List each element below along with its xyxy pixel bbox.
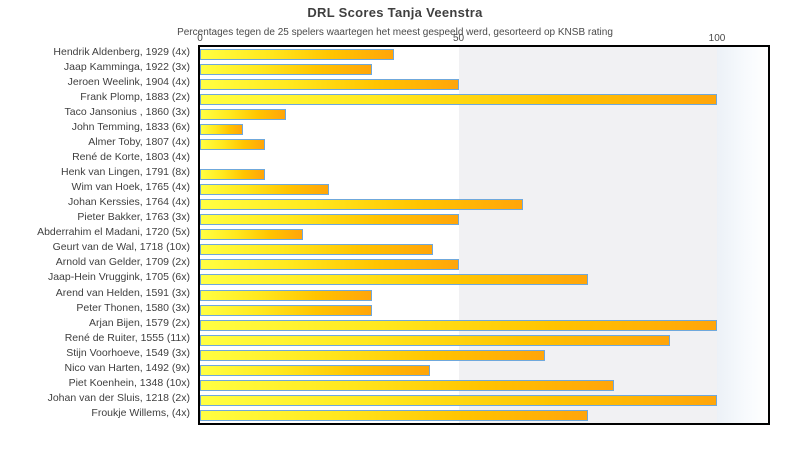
plot-area xyxy=(198,45,770,425)
bar-row xyxy=(200,92,768,107)
bar xyxy=(200,409,588,421)
bar-row xyxy=(200,288,768,303)
chart-title: DRL Scores Tanja Veenstra xyxy=(307,5,483,20)
bar-row xyxy=(200,348,768,363)
bar-row xyxy=(200,242,768,257)
bar xyxy=(200,244,433,256)
bar xyxy=(200,379,614,391)
category-label: Arnold van Gelder, 1709 (2x) xyxy=(55,256,190,269)
category-label: Almer Toby, 1807 (4x) xyxy=(88,136,190,149)
category-label: Peter Thonen, 1580 (3x) xyxy=(76,301,190,314)
bar xyxy=(200,259,459,271)
bar-row xyxy=(200,393,768,408)
category-labels: Hendrik Aldenberg, 1929 (4x) Jaap Kamming… xyxy=(0,45,196,425)
bar-row xyxy=(200,182,768,197)
bar-row xyxy=(200,227,768,242)
bar-series xyxy=(200,47,768,423)
bar xyxy=(200,349,545,361)
bar-row xyxy=(200,167,768,182)
bar xyxy=(200,124,243,136)
bar xyxy=(200,169,265,181)
bar-row xyxy=(200,257,768,272)
category-label: Frank Plomp, 1883 (2x) xyxy=(80,91,190,104)
bar-row xyxy=(200,197,768,212)
bar-row xyxy=(200,62,768,77)
bar-row xyxy=(200,47,768,62)
bar-row xyxy=(200,137,768,152)
category-label: Froukje Willems, (4x) xyxy=(91,406,190,419)
x-tick-label: 100 xyxy=(708,33,726,44)
bar xyxy=(200,64,373,76)
bar xyxy=(200,304,373,316)
bar xyxy=(200,229,304,241)
bar xyxy=(200,184,330,196)
bar-row xyxy=(200,272,768,287)
x-tick-label: 50 xyxy=(452,33,465,44)
bar xyxy=(200,289,373,301)
category-label: Nico van Harten, 1492 (9x) xyxy=(64,361,190,374)
bar xyxy=(200,79,459,91)
category-label: Henk van Lingen, 1791 (8x) xyxy=(61,166,190,179)
category-label: Jaap Kamminga, 1922 (3x) xyxy=(63,61,190,74)
bar xyxy=(200,94,717,106)
bar xyxy=(200,394,717,406)
category-label: Stijn Voorhoeve, 1549 (3x) xyxy=(66,346,190,359)
category-label: Arjan Bijen, 1579 (2x) xyxy=(89,316,190,329)
category-label: René de Korte, 1803 (4x) xyxy=(72,151,190,164)
category-label: Johan Kerssies, 1764 (4x) xyxy=(68,196,190,209)
bar xyxy=(200,214,459,226)
category-label: Taco Jansonius , 1860 (3x) xyxy=(64,106,191,119)
category-label: Arend van Helden, 1591 (3x) xyxy=(55,286,190,299)
bar-row xyxy=(200,318,768,333)
bar xyxy=(200,109,287,121)
category-label: Abderrahim el Madani, 1720 (5x) xyxy=(37,226,190,239)
category-label: John Temming, 1833 (6x) xyxy=(71,121,190,134)
bar xyxy=(200,334,670,346)
bar-row xyxy=(200,303,768,318)
bar xyxy=(200,199,524,211)
plot-band-beyond-100 xyxy=(717,47,768,423)
category-label: Wim van Hoek, 1765 (4x) xyxy=(71,181,190,194)
bar-row xyxy=(200,212,768,227)
bar-row xyxy=(200,107,768,122)
x-tick-label: 0 xyxy=(197,33,203,44)
bar-row xyxy=(200,333,768,348)
category-label: Hendrik Aldenberg, 1929 (4x) xyxy=(53,46,190,58)
bar-row xyxy=(200,77,768,92)
bar xyxy=(200,139,265,151)
bar xyxy=(200,364,430,376)
bar-row xyxy=(200,122,768,137)
bar xyxy=(200,319,717,331)
category-label: Piet Koenhein, 1348 (10x) xyxy=(68,376,190,389)
bar-row xyxy=(200,152,768,167)
category-label: Geurt van de Wal, 1718 (10x) xyxy=(52,241,190,254)
category-label: Pieter Bakker, 1763 (3x) xyxy=(77,211,190,224)
bar xyxy=(200,274,588,286)
bar xyxy=(200,49,394,60)
bar-row xyxy=(200,378,768,393)
chart-subtitle: Percentages tegen de 25 spelers waartege… xyxy=(177,27,613,38)
category-label: Jeroen Weelink, 1904 (4x) xyxy=(67,76,190,89)
bar-row xyxy=(200,363,768,378)
category-label: Jaap-Hein Vruggink, 1705 (6x) xyxy=(47,271,190,284)
bar-row xyxy=(200,408,768,423)
category-label: René de Ruiter, 1555 (11x) xyxy=(64,331,190,344)
category-label: Johan van der Sluis, 1218 (2x) xyxy=(47,391,190,404)
